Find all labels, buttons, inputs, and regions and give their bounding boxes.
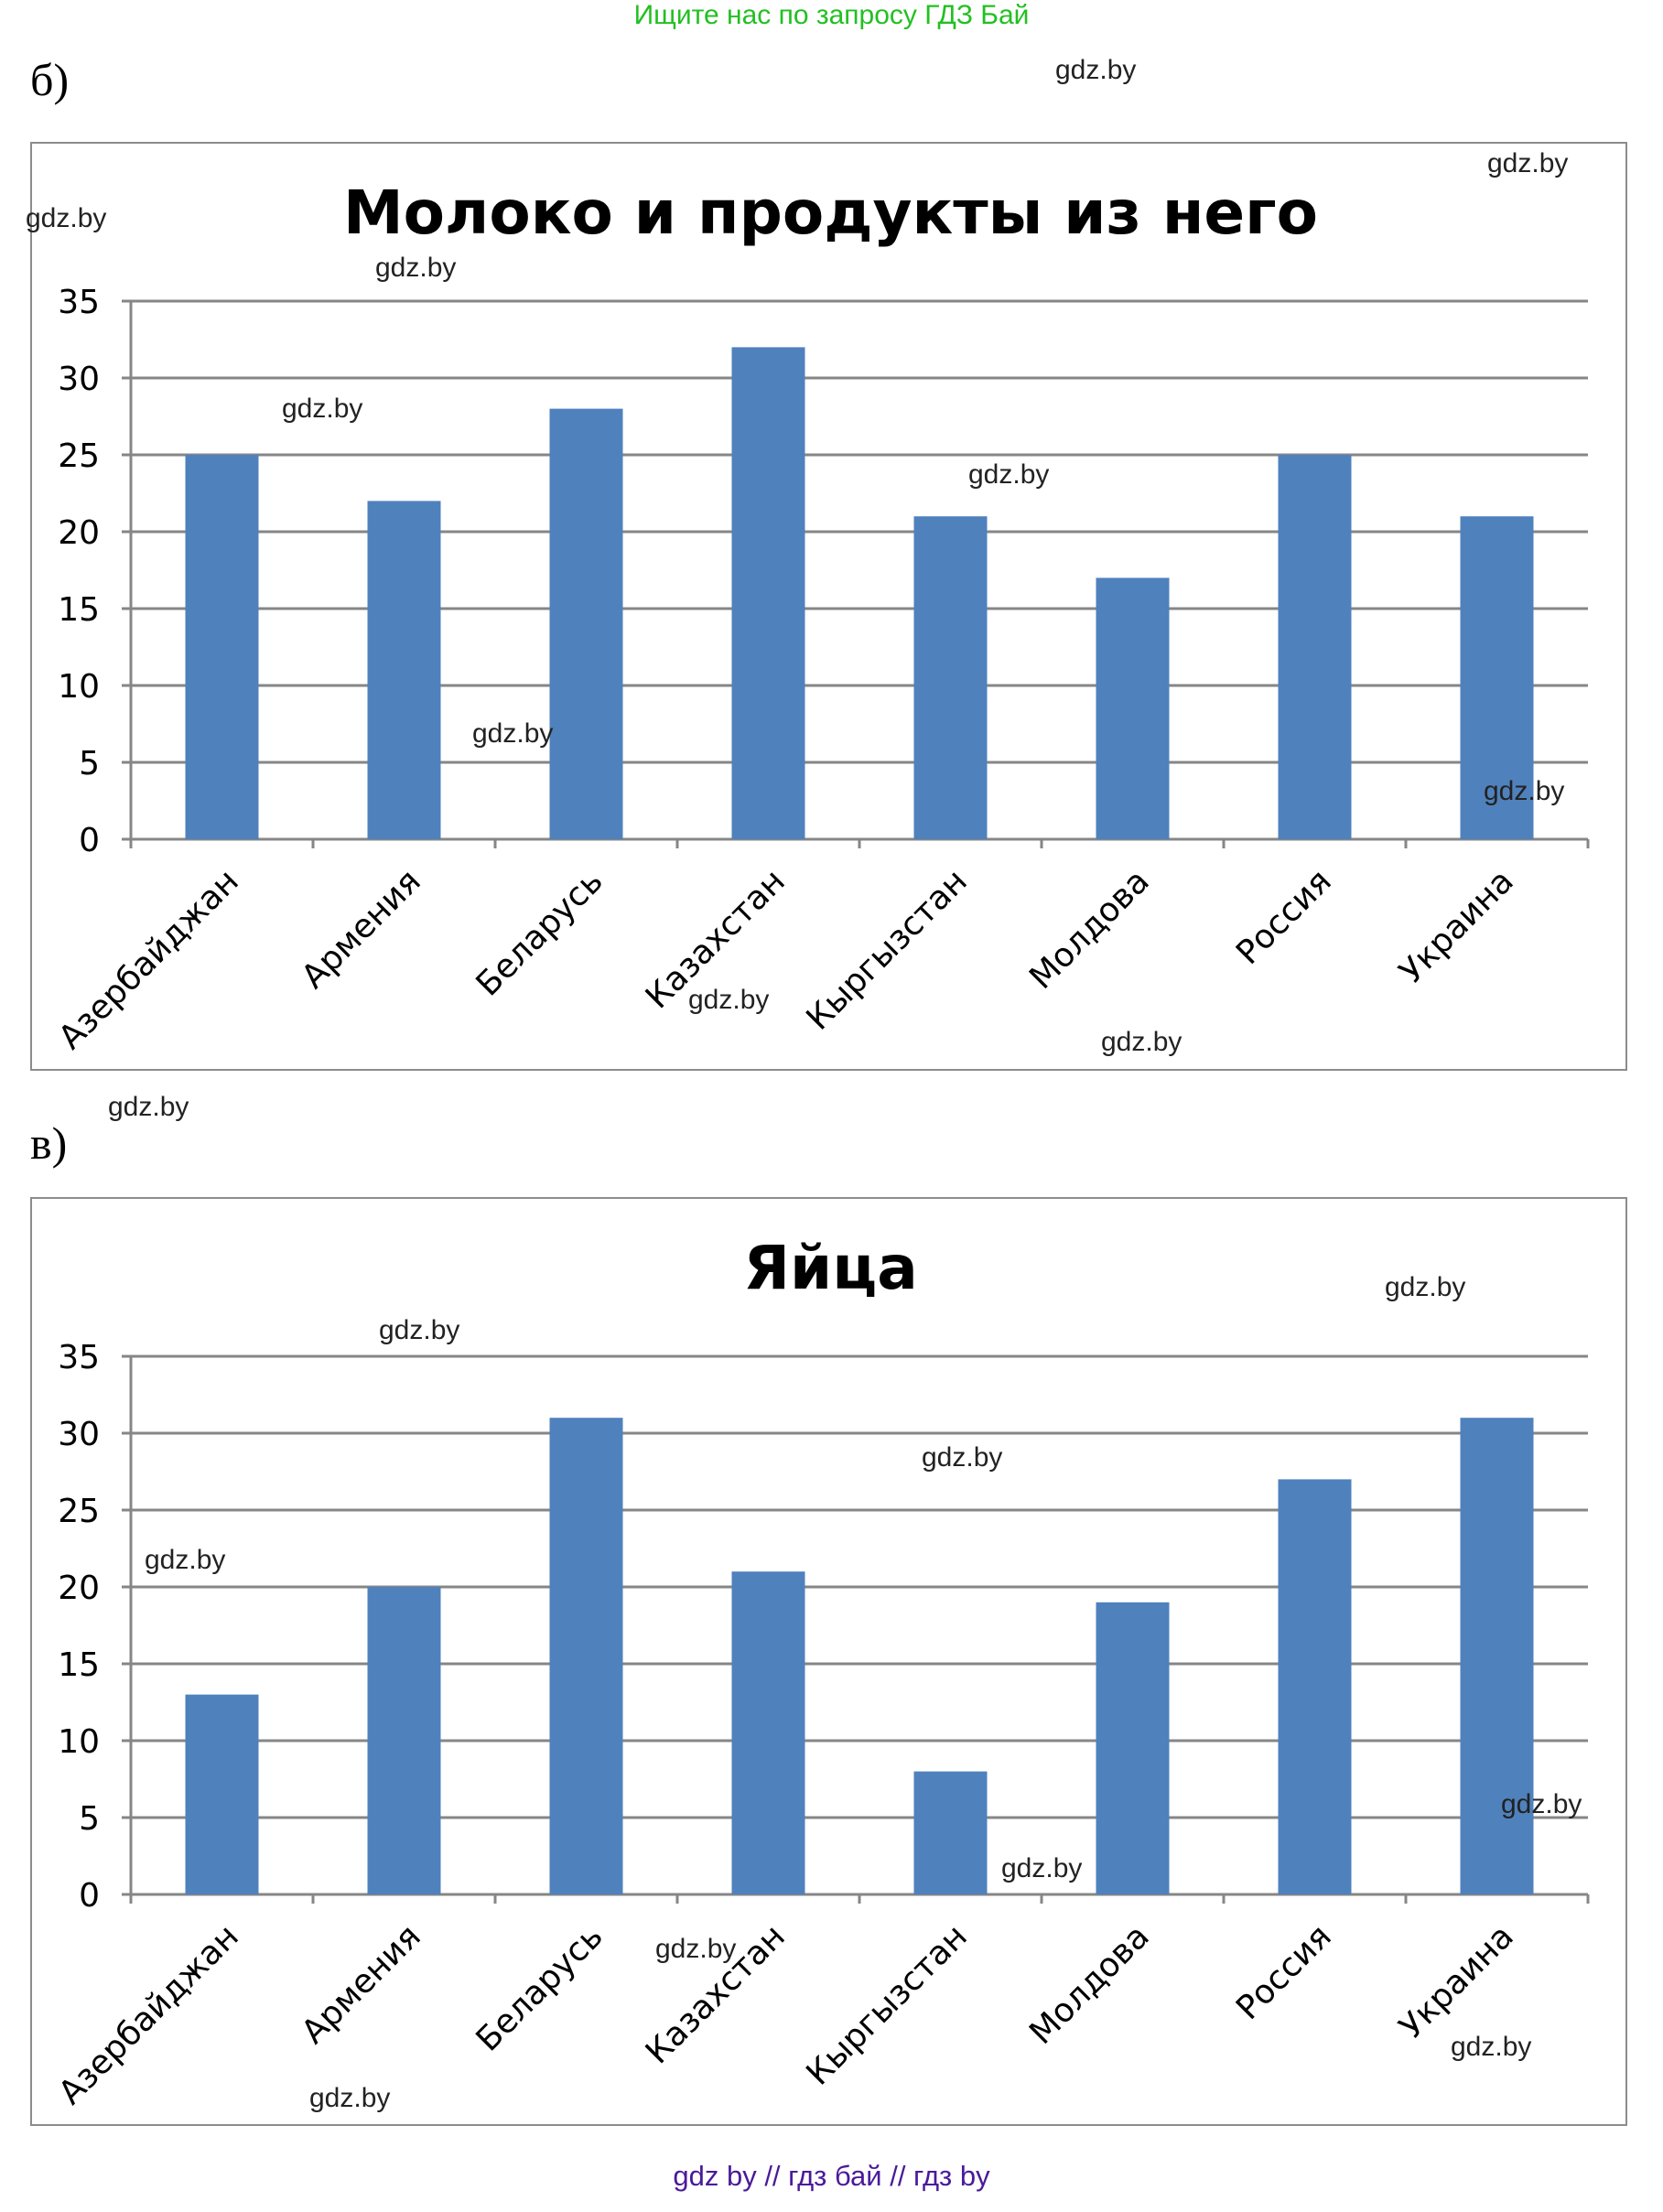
x-category-label: Азербайджан [51,1917,245,2111]
x-category-label: Кыргызстан [799,1917,974,2092]
bar-azerbaijan [185,455,259,839]
bar-moldova [1096,1602,1170,1894]
top-banner: Ищите нас по запросу ГДЗ Бай [633,0,1030,30]
y-tick-label: 25 [58,437,100,475]
y-tick-label: 15 [58,1646,100,1684]
watermark: gdz.by [108,1092,189,1122]
watermark: gdz.by [379,1315,460,1345]
chart-title: Яйца [743,1233,918,1303]
x-category-label: Украина [1392,1917,1520,2045]
bar-russia [1278,1479,1352,1894]
watermark: gdz.by [282,394,363,424]
watermark: gdz.by [968,459,1050,490]
x-category-label: Армения [295,1917,428,2051]
bar-ukraine [1460,1418,1534,1894]
watermark: gdz.by [26,203,107,233]
bar-kyrgyzstan [913,516,988,839]
bar-russia [1278,455,1352,839]
watermark: gdz.by [1055,55,1137,85]
watermark: gdz.by [375,253,457,283]
section-label-v: в) [30,1117,68,1169]
y-tick-label: 25 [58,1493,100,1530]
footer-links: gdz by // гдз бай // гдз by [673,2160,990,2192]
y-tick-label: 20 [58,514,100,552]
watermark: gdz.by [922,1442,1003,1473]
chart-eggs: Яйца 0 5 10 15 20 25 30 35 Азербайджан Армения Бела… [51,1233,1590,2112]
y-tick-label: 35 [58,1339,100,1376]
watermark: gdz.by [145,1545,226,1575]
bar-azerbaijan [185,1694,259,1894]
x-category-label: Беларусь [470,1917,610,2058]
bar-armenia [367,1587,441,1894]
watermark: gdz.by [309,2083,391,2113]
watermark: gdz.by [1487,148,1569,178]
watermark: gdz.by [1484,776,1565,806]
watermark: gdz.by [1385,1272,1466,1302]
chart-milk-frame: Молоко и продукты из него 0 5 10 15 20 25 30 35 А… [30,142,1627,1071]
x-category-label: Молдова [1022,862,1157,997]
x-category-label: Молдова [1022,1917,1157,2052]
watermark: gdz.by [1101,1027,1182,1057]
bar-belarus [549,408,623,839]
x-category-label: Азербайджан [51,862,245,1056]
watermark: gdz.by [688,985,770,1015]
bar-armenia [367,501,441,839]
y-tick-label: 10 [58,668,100,706]
y-tick-label: 10 [58,1723,100,1761]
x-category-label: Россия [1229,1917,1339,2027]
bar-moldova [1096,577,1170,839]
y-tick-label: 35 [58,284,100,321]
watermark: gdz.by [655,1934,737,1964]
watermark: gdz.by [472,718,554,749]
watermark: gdz.by [1001,1853,1083,1883]
watermark: gdz.by [1451,2032,1532,2062]
bar-kazakhstan [731,1571,805,1894]
y-tick-label: 15 [58,591,100,629]
chart-milk: Молоко и продукты из него 0 5 10 15 20 25 30 35 А… [51,178,1590,1057]
y-tick-label: 5 [79,1800,100,1838]
y-tick-label: 0 [79,822,100,859]
x-category-label: Армения [295,862,428,996]
chart-eggs-frame: Яйца 0 5 10 15 20 25 30 35 Азербайджан Армения Бела… [30,1197,1627,2126]
x-category-label: Беларусь [470,862,610,1003]
section-label-b: б) [30,54,70,105]
bar-ukraine [1460,516,1534,839]
y-tick-label: 0 [79,1877,100,1915]
bar-kazakhstan [731,347,805,839]
y-tick-label: 30 [58,361,100,398]
chart-title: Молоко и продукты из него [343,178,1318,248]
bar-kyrgyzstan [913,1771,988,1894]
watermark: gdz.by [1501,1789,1582,1819]
y-tick-label: 5 [79,745,100,782]
bar-belarus [549,1418,623,1894]
x-category-label: Кыргызстан [799,862,974,1037]
x-category-label: Украина [1392,862,1520,990]
x-category-label: Россия [1229,862,1339,972]
y-tick-label: 20 [58,1570,100,1607]
y-tick-label: 30 [58,1416,100,1453]
